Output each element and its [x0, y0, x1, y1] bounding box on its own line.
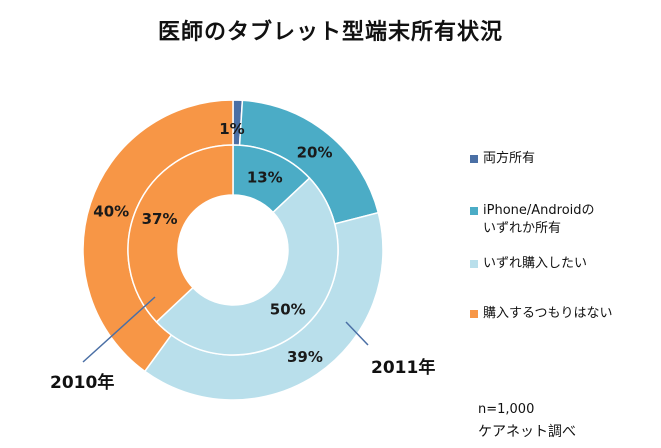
chart-title: 医師のタブレット型端末所有状況 — [157, 20, 503, 45]
legend-swatch-either — [470, 207, 478, 215]
slice-labels: 1% 20% 39% 40% 13% 50% 37% — [93, 120, 332, 366]
slice-inner-no-plan — [127, 144, 234, 323]
legend-swatch-no-plan — [470, 310, 478, 318]
ring-label-2011: 2011年 — [371, 358, 436, 378]
legend-item-either: iPhone/Androidの いずれか所有 — [470, 202, 655, 238]
legend-label-both: 両方所有 — [483, 151, 536, 166]
slice-inner-want — [155, 177, 339, 356]
slice-label-outer-either: 20% — [297, 143, 333, 161]
slice-label-outer-both: 1% — [219, 120, 244, 138]
legend-label-no-plan: 購入するつもりはない — [483, 306, 613, 321]
leader-line-2010 — [82, 296, 156, 363]
sample-size-note: n=1,000 — [478, 402, 535, 417]
slice-label-inner-no-plan: 37% — [142, 210, 178, 228]
slice-label-inner-either: 13% — [247, 169, 283, 187]
ring-label-2010: 2010年 — [50, 373, 115, 393]
leader-line-2011 — [345, 321, 369, 346]
inner-ring-2010 — [127, 144, 339, 356]
legend-swatch-want — [470, 260, 478, 268]
slice-label-inner-want: 50% — [270, 300, 306, 318]
slice-label-outer-want: 39% — [287, 348, 323, 366]
legend-item-both: 両方所有 — [470, 150, 655, 168]
legend-swatch-both — [470, 155, 478, 163]
slice-label-outer-no-plan: 40% — [93, 202, 129, 220]
source-note: ケアネット調べ — [478, 424, 576, 440]
legend-item-want: いずれ購入したい — [470, 255, 655, 273]
legend-label-either: iPhone/Androidの いずれか所有 — [483, 203, 595, 236]
legend-item-no-plan: 購入するつもりはない — [470, 305, 655, 323]
legend-label-want: いずれ購入したい — [483, 256, 588, 271]
